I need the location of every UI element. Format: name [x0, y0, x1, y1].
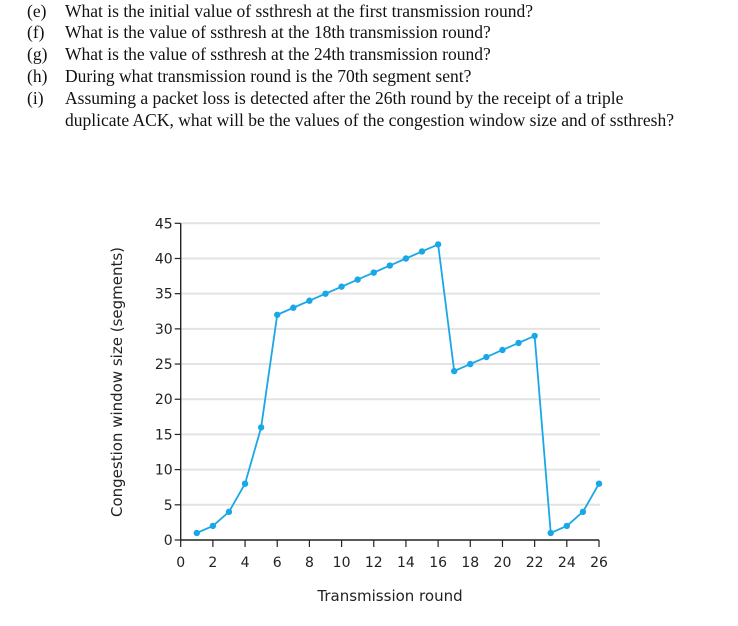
y-tick-label: 10 [155, 463, 173, 479]
question-text: Assuming a packet loss is detected after… [65, 88, 624, 108]
x-tick-label: 26 [590, 555, 608, 571]
x-tick-label: 24 [558, 555, 576, 571]
y-tick-label: 30 [155, 322, 173, 338]
x-tick-label: 10 [333, 555, 351, 571]
data-point [595, 480, 603, 487]
data-point [193, 529, 200, 537]
question-text: What is the value of ssthresh at the 24t… [65, 44, 491, 64]
x-tick-label: 20 [494, 555, 512, 571]
data-point [531, 332, 538, 340]
x-tick-label: 4 [241, 555, 250, 571]
x-tick-label: 22 [526, 555, 544, 571]
question-text: What is the initial value of ssthresh at… [65, 1, 534, 21]
data-point [241, 480, 249, 487]
y-tick-label: 0 [164, 533, 173, 549]
x-tick-label: 8 [305, 555, 314, 571]
x-tick-label: 12 [365, 555, 383, 571]
x-tick-label: 18 [461, 555, 479, 571]
question-e: (e) What is the initial value of ssthresh… [27, 0, 533, 22]
question-label: (h) [27, 66, 48, 86]
x-tick-label: 16 [429, 555, 447, 571]
data-point [467, 360, 474, 368]
data-point [499, 346, 506, 354]
x-tick-label: 0 [176, 555, 185, 571]
question-h: (h) During what transmission round is the… [27, 65, 471, 87]
data-point [370, 269, 377, 276]
question-text: During what transmission round is the 70… [65, 66, 472, 86]
x-axis-label: Transmission round [316, 587, 462, 605]
question-text: What is the value of ssthresh at the 18t… [65, 22, 491, 42]
question-g: (g) What is the value of ssthresh at the … [27, 43, 491, 65]
data-point [322, 290, 329, 297]
question-i: (i) Assuming a packet loss is detected af… [27, 87, 623, 109]
y-tick-label: 35 [155, 287, 173, 303]
question-f: (f) What is the value of ssthresh at the … [27, 21, 491, 43]
data-point [434, 241, 442, 248]
data-point [257, 424, 265, 431]
y-tick-label: 40 [155, 251, 173, 267]
y-axis-label: Congestion window size (segments) [108, 247, 126, 517]
data-point [402, 255, 410, 262]
x-tick-label: 6 [273, 555, 282, 571]
data-point [225, 508, 233, 516]
data-point [547, 529, 554, 537]
data-point [451, 367, 458, 375]
data-point [579, 508, 587, 516]
cwnd-series-line [196, 243, 600, 535]
question-label: (g) [27, 44, 48, 64]
y-tick-label: 15 [155, 427, 173, 443]
data-point [563, 522, 571, 530]
data-point [386, 262, 394, 269]
question-i-continuation: duplicate ACK, what will be the values o… [65, 110, 674, 130]
y-tick-label: 20 [155, 392, 173, 408]
data-point [354, 276, 361, 283]
data-point [274, 311, 281, 318]
data-point [306, 297, 313, 304]
data-point [515, 339, 522, 347]
x-tick-label: 14 [397, 555, 415, 571]
data-point [338, 283, 345, 290]
data-point [418, 248, 426, 255]
x-tick-label: 2 [208, 555, 217, 571]
y-tick-label: 25 [155, 357, 173, 373]
question-label: (f) [27, 22, 45, 42]
data-point [290, 304, 297, 311]
y-tick-label: 45 [155, 216, 173, 232]
question-label: (e) [27, 1, 47, 21]
question-label: (i) [27, 88, 44, 108]
y-tick-label: 5 [164, 498, 173, 514]
data-point [483, 353, 490, 361]
data-point [209, 522, 217, 530]
